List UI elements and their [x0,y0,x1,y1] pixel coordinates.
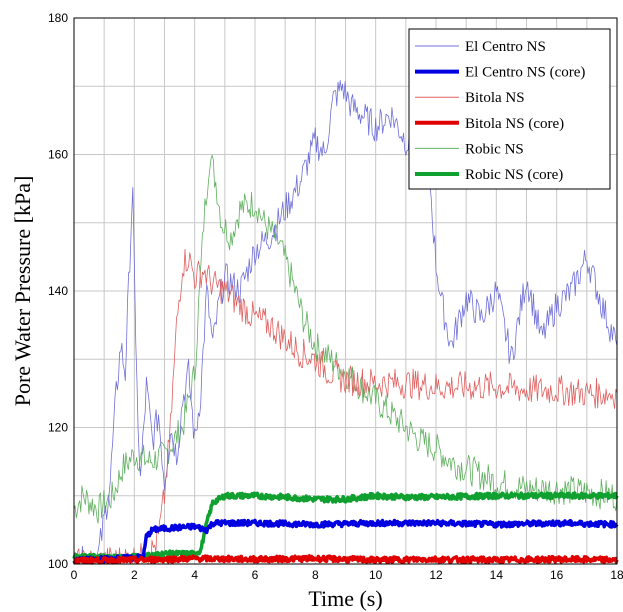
legend: El Centro NS El Centro NS (core) Bitola NS… [408,28,611,190]
grid [73,17,618,565]
series-layer [72,80,619,565]
y-tick-label: 160 [48,148,68,162]
x-tick-label: 12 [429,568,443,582]
series-line-robic-ns-core [72,491,619,562]
x-tick-label: 16 [550,568,564,582]
legend-label: Robic NS [465,141,524,157]
legend-box [408,28,611,190]
legend-label: Bitola NS [465,90,525,106]
legend-label: Bitola NS (core) [465,116,564,132]
y-tick-label: 120 [48,421,68,435]
y-tick-label: 180 [48,11,68,25]
series-line-bitola-ns-core [72,554,619,565]
ticks: 0 2 4 6 8 10 12 14 16 18 100 120 140 160 180 [48,11,623,582]
legend-label: Robic NS (core) [465,167,563,183]
plot-frame [73,17,618,565]
x-tick-label: 14 [490,568,504,582]
x-tick-label: 18 [610,568,623,582]
x-tick-label: 10 [369,568,383,582]
x-tick-label: 8 [312,568,319,582]
x-axis-label: Time (s) [308,586,382,611]
series-line-robic-ns [73,154,618,524]
y-tick-label: 140 [48,284,68,298]
series-line-el-centro-ns-core [72,518,619,565]
y-axis-label: Pore Water Pressure [kPa] [10,176,35,407]
x-tick-label: 0 [71,568,78,582]
x-tick-label: 6 [252,568,259,582]
legend-label: El Centro NS (core) [465,65,585,81]
x-tick-label: 4 [191,568,198,582]
x-tick-label: 2 [131,568,138,582]
legend-label: El Centro NS [465,39,546,55]
series-line-bitola-ns [73,248,618,565]
y-tick-label: 100 [48,557,68,571]
